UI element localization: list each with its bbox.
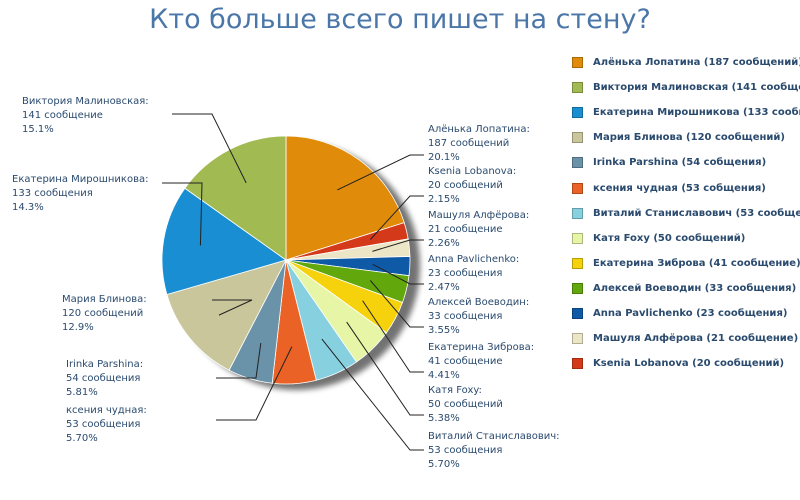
legend-item: Anna Pavlichenko (23 сообщения) <box>572 301 800 326</box>
callout-line-7 <box>346 321 424 416</box>
callout-name-12: Екатерина Мирошникова: <box>12 174 148 185</box>
legend-swatch <box>572 282 583 294</box>
legend-label: Алёнька Лопатина (187 сообщений) <box>593 57 800 69</box>
callout-percent-9: 5.70% <box>66 433 98 444</box>
legend-label: Виктория Малиновская (141 сообщение) <box>593 82 800 94</box>
callout-percent-7: 5.38% <box>428 413 460 424</box>
legend-label: ксения чудная (53 собщения) <box>593 182 766 194</box>
callout-percent-11: 12.9% <box>62 322 94 333</box>
legend-label: Мария Блинова (120 сообщений) <box>593 132 785 144</box>
callout-count-6: 41 сообщение <box>428 356 503 367</box>
callout-line-6 <box>362 300 424 373</box>
callout-count-1: 187 сообщений <box>428 138 509 149</box>
legend-item: Ksenia Lobanova (20 сообщений) <box>572 351 800 376</box>
callout-count-2: 20 сообщений <box>428 180 503 191</box>
legend-item: Машуля Алфёрова (21 сообщение) <box>572 326 800 351</box>
callout-count-7: 50 сообщений <box>428 399 503 410</box>
callout-percent-2: 2.15% <box>428 194 460 205</box>
legend-label: Anna Pavlichenko (23 сообщения) <box>593 307 788 319</box>
callout-name-2: Ksenia Lobanova: <box>428 166 516 177</box>
legend-item: Екатерина Зиброва (41 сообщение) <box>572 251 800 276</box>
legend-item: Екатерина Мирошникова (133 сообщения) <box>572 100 800 125</box>
legend-item: Виталий Станиславович (53 сообщения) <box>572 201 800 226</box>
callout-name-5: Алексей Воеводин: <box>428 297 529 308</box>
callout-count-5: 33 сообщения <box>428 311 502 322</box>
callout-name-8: Виталий Станиславович: <box>428 431 560 442</box>
legend: Алёнька Лопатина (187 сообщений) Виктория… <box>572 50 800 376</box>
callout-line-13 <box>172 113 247 184</box>
callout-name-11: Мария Блинова: <box>62 294 147 305</box>
legend-swatch <box>572 257 583 269</box>
pie-slice-1 <box>285 135 405 261</box>
callout-name-13: Виктория Малиновская: <box>22 96 149 107</box>
callout-count-12: 133 сообщения <box>12 188 93 199</box>
legend-swatch <box>572 182 583 194</box>
callout-percent-13: 15.1% <box>22 124 54 135</box>
legend-swatch <box>572 358 583 370</box>
legend-item: Irinka Parshina (54 собщения) <box>572 150 800 175</box>
callout-line-1 <box>337 154 424 191</box>
legend-item: Виктория Малиновская (141 сообщение) <box>572 75 800 100</box>
pie-slice-11 <box>166 259 287 371</box>
callout-count-13: 141 сообщение <box>22 110 103 121</box>
legend-swatch <box>572 232 583 244</box>
legend-label: Машуля Алфёрова (21 сообщение) <box>593 333 799 345</box>
callout-line-3 <box>372 239 424 252</box>
callout-percent-4: 2.47% <box>428 282 460 293</box>
callout-line-5 <box>369 280 424 328</box>
legend-label: Екатерина Мирошникова (133 сообщения) <box>593 107 800 119</box>
legend-item: Алексей Воеводин (33 сообщения) <box>572 276 800 301</box>
callout-name-1: Алёнька Лопатина: <box>428 124 530 135</box>
pie-slice-12 <box>161 187 287 296</box>
legend-swatch <box>572 57 583 69</box>
callout-percent-10: 5.81% <box>66 387 98 398</box>
callout-percent-6: 4.41% <box>428 370 460 381</box>
callout-percent-1: 20.1% <box>428 152 460 163</box>
legend-swatch <box>572 157 583 169</box>
legend-swatch <box>572 82 583 94</box>
callout-count-11: 120 сообщений <box>62 308 143 319</box>
callout-count-4: 23 сообщения <box>428 268 502 279</box>
callout-count-10: 54 сообщения <box>66 373 140 384</box>
callout-line-8 <box>321 338 424 451</box>
legend-item: ксения чудная (53 собщения) <box>572 175 800 200</box>
legend-label: Екатерина Зиброва (41 сообщение) <box>593 257 800 269</box>
callout-line-4 <box>372 263 424 285</box>
callout-line-12 <box>162 182 203 246</box>
callout-line-2 <box>369 195 424 240</box>
callout-percent-3: 2.26% <box>428 238 460 249</box>
callout-line-10 <box>216 343 262 379</box>
legend-swatch <box>572 207 583 219</box>
callout-name-9: ксения чудная: <box>66 405 147 416</box>
callout-name-4: Anna Pavlichenko: <box>428 254 519 265</box>
callout-count-3: 21 сообщение <box>428 224 503 235</box>
pie-slice-13 <box>184 135 287 261</box>
legend-label: Irinka Parshina (54 собщения) <box>593 157 767 169</box>
legend-swatch <box>572 132 583 144</box>
legend-swatch <box>572 107 583 119</box>
legend-swatch <box>572 307 583 319</box>
callout-name-7: Катя Foxy: <box>428 385 482 396</box>
legend-label: Алексей Воеводин (33 сообщения) <box>593 282 797 294</box>
callout-percent-8: 5.70% <box>428 459 460 470</box>
callout-count-8: 53 сообщения <box>428 445 502 456</box>
callout-count-9: 53 сообщения <box>66 419 140 430</box>
callout-name-6: Екатерина Зиброва: <box>428 342 534 353</box>
legend-label: Катя Foxy (50 сообщений) <box>593 232 746 244</box>
callout-name-3: Машуля Алфёрова: <box>428 210 529 221</box>
legend-label: Виталий Станиславович (53 сообщения) <box>593 207 800 219</box>
legend-swatch <box>572 333 583 345</box>
callout-percent-5: 3.55% <box>428 325 460 336</box>
callout-line-9 <box>216 346 293 421</box>
legend-item: Мария Блинова (120 сообщений) <box>572 125 800 150</box>
legend-label: Ksenia Lobanova (20 сообщений) <box>593 358 785 370</box>
callout-percent-12: 14.3% <box>12 202 44 213</box>
callout-name-10: Irinka Parshina: <box>66 359 143 370</box>
chart-title: Кто больше всего пишет на стену? <box>149 4 651 35</box>
legend-item: Алёнька Лопатина (187 сообщений) <box>572 50 800 75</box>
callout-line-11 <box>212 299 253 316</box>
legend-item: Катя Foxy (50 сообщений) <box>572 226 800 251</box>
